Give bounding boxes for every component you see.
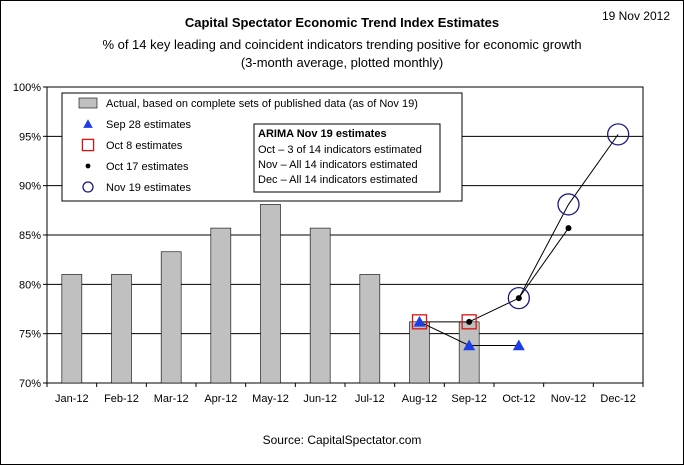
point-nov19	[507, 286, 530, 310]
point-oct8	[411, 314, 428, 330]
point-oct8	[461, 314, 477, 330]
chart-subtitle: % of 14 key leading and coincident indic…	[102, 37, 582, 52]
bar	[309, 227, 331, 384]
point-oct17	[85, 163, 91, 169]
point-oct17	[466, 318, 473, 325]
annotation-frame	[253, 123, 441, 193]
legend-label: Sep 28 estimates	[106, 119, 191, 131]
x-tick-label: Feb-12	[104, 393, 139, 405]
legend-label: Oct 17 estimates	[106, 161, 189, 173]
bar	[210, 227, 232, 384]
x-tick-label: Mar-12	[154, 393, 189, 405]
bar	[409, 321, 430, 384]
point-sep28	[463, 339, 476, 351]
x-tick-label: Oct-12	[502, 393, 535, 405]
point-sep28	[512, 339, 525, 351]
bar	[61, 274, 83, 384]
point-oct17	[565, 225, 572, 232]
point-oct17	[515, 295, 522, 302]
chart-source: Source: CapitalSpectator.com	[262, 433, 422, 447]
x-tick-label: Jun-12	[303, 393, 337, 405]
point-sep28	[413, 315, 426, 327]
x-tick-label: Apr-12	[204, 393, 237, 405]
x-tick-label: Dec-12	[600, 393, 635, 405]
y-tick-label: 100%	[13, 82, 41, 94]
chart-date: 19 Nov 2012	[601, 9, 670, 23]
bar	[111, 274, 132, 384]
y-tick-label: 70%	[19, 378, 41, 390]
x-tick-label: May-12	[252, 393, 289, 405]
point-sep28	[83, 119, 93, 128]
x-tick-label: Nov-12	[551, 393, 586, 405]
y-tick-label: 75%	[19, 329, 41, 341]
bars	[61, 204, 480, 384]
annotation-line: Nov – All 14 indicators estimated	[258, 159, 418, 171]
x-tick-label: Jan-12	[55, 393, 89, 405]
series-line	[518, 134, 619, 299]
legend-label: Actual, based on complete sets of publis…	[106, 98, 418, 110]
series-markers	[411, 123, 630, 351]
chart-title: Capital Spectator Economic Trend Index E…	[184, 15, 500, 30]
x-tick-label: Jul-12	[355, 393, 385, 405]
legend-swatch	[78, 97, 98, 109]
annotation-line: Oct – 3 of 14 indicators estimated	[258, 144, 422, 156]
bar	[458, 321, 480, 384]
annotation-title: ARIMA Nov 19 estimates	[258, 128, 387, 140]
chart-subtitle-note: (3-month average, plotted monthly)	[240, 55, 444, 70]
bar	[160, 251, 182, 384]
axes: 70% 75% 80% 85% 90% 95% 100% Jan-12 Feb-12 Mar-12…	[13, 82, 644, 405]
point-nov19	[607, 123, 630, 146]
y-tick-label: 95%	[19, 131, 41, 143]
point-nov19	[82, 181, 94, 193]
annotation-box: ARIMA Nov 19 estimates Oct – 3 of 14 indi…	[253, 123, 441, 193]
point-oct8	[81, 138, 95, 152]
bar	[260, 204, 281, 384]
bar	[359, 274, 381, 384]
legend-label: Nov 19 estimates	[106, 182, 191, 194]
point-nov19	[557, 193, 580, 216]
legend-label: Oct 8 estimates	[106, 140, 183, 152]
y-tick-label: 80%	[19, 279, 41, 291]
y-tick-label: 85%	[19, 230, 41, 242]
x-tick-label: Sep-12	[451, 393, 486, 405]
y-tick-label: 90%	[19, 181, 41, 193]
x-tick-label: Aug-12	[402, 393, 437, 405]
annotation-line: Dec – All 14 indicators estimated	[258, 174, 418, 186]
